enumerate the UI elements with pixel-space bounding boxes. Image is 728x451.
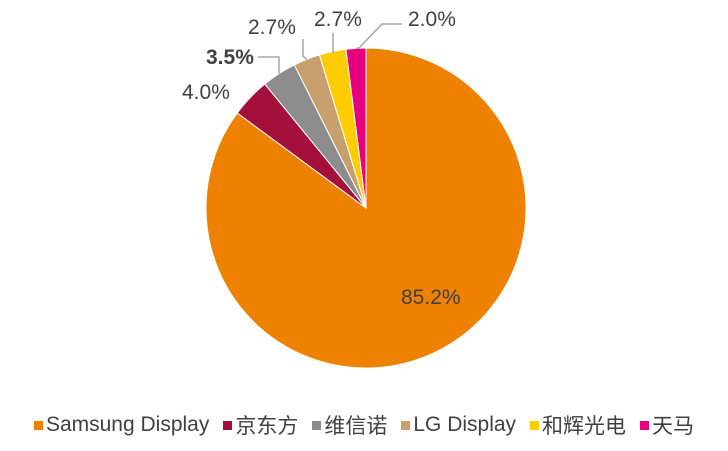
- pie-graphic: [205, 23, 527, 369]
- legend-item-visionox: 维信诺: [312, 410, 387, 440]
- legend-swatch: [401, 420, 411, 430]
- leader-line: [258, 56, 280, 74]
- legend-label: 和辉光电: [542, 415, 627, 438]
- legend-item-tianma: 天马: [640, 410, 694, 440]
- legend-label: LG Display: [413, 413, 517, 436]
- pie-chart: 85.2% 4.0% 3.5% 2.7% 2.7% 2.0%: [182, 8, 527, 369]
- label-everdisplay: 2.7%: [314, 8, 362, 31]
- legend-swatch: [223, 420, 233, 430]
- legend-item-everdisplay: 和辉光电: [530, 410, 626, 440]
- legend-label: 天马: [652, 415, 695, 438]
- leader-line: [302, 39, 308, 60]
- legend-swatch: [530, 420, 540, 430]
- legend-item-samsung: Samsung Display: [33, 413, 210, 437]
- legend-swatch: [33, 420, 43, 430]
- label-boe: 4.0%: [182, 81, 230, 104]
- legend-label: 维信诺: [324, 415, 388, 438]
- legend-item-boe: 京东方: [223, 410, 298, 440]
- legend-swatch: [640, 420, 650, 430]
- label-samsung: 85.2%: [401, 286, 461, 309]
- legend-swatch: [312, 420, 322, 430]
- legend-item-lg: LG Display: [401, 413, 516, 437]
- label-tianma: 2.0%: [408, 8, 456, 31]
- legend-label: 京东方: [235, 415, 299, 438]
- legend-label: Samsung Display: [45, 413, 210, 436]
- label-visionox: 3.5%: [206, 46, 254, 69]
- label-lg: 2.7%: [248, 16, 296, 39]
- leader-line: [355, 23, 402, 50]
- legend: Samsung Display 京东方 维信诺 LG Display 和辉光电 …: [0, 405, 728, 445]
